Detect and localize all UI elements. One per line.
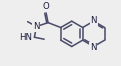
Text: HN: HN bbox=[19, 33, 32, 42]
Text: O: O bbox=[43, 2, 49, 11]
Text: N: N bbox=[90, 16, 97, 25]
Text: N: N bbox=[33, 22, 40, 31]
Text: N: N bbox=[90, 43, 96, 52]
